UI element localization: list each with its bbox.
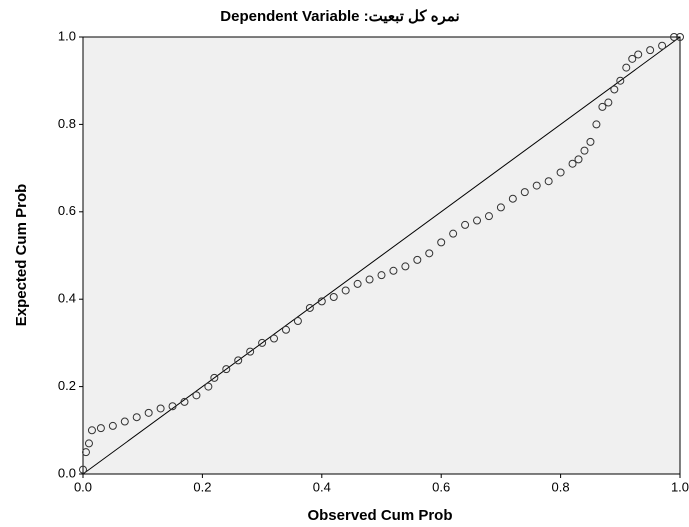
x-axis-label: Observed Cum Prob bbox=[307, 507, 452, 524]
y-tick-label: 0.2 bbox=[58, 378, 76, 393]
x-tick-label: 0.6 bbox=[432, 479, 450, 494]
y-tick-label: 0.0 bbox=[58, 465, 76, 480]
x-tick-label: 1.0 bbox=[671, 479, 689, 494]
y-tick-label: 1.0 bbox=[58, 28, 76, 43]
chart: Dependent Variable :نمره کل تبعیت Observ… bbox=[0, 0, 689, 527]
x-tick-label: 0.2 bbox=[193, 479, 211, 494]
y-tick-label: 0.4 bbox=[58, 291, 76, 306]
x-tick-label: 0.0 bbox=[74, 479, 92, 494]
y-axis-label: Expected Cum Prob bbox=[13, 184, 30, 327]
x-tick-label: 0.8 bbox=[552, 479, 570, 494]
chart-title: Dependent Variable :نمره کل تبعیت bbox=[220, 8, 459, 25]
y-tick-label: 0.6 bbox=[58, 203, 76, 218]
x-tick-label: 0.4 bbox=[313, 479, 331, 494]
y-tick-label: 0.8 bbox=[58, 116, 76, 131]
page: Dependent Variable :نمره کل تبعیت Observ… bbox=[0, 0, 689, 527]
